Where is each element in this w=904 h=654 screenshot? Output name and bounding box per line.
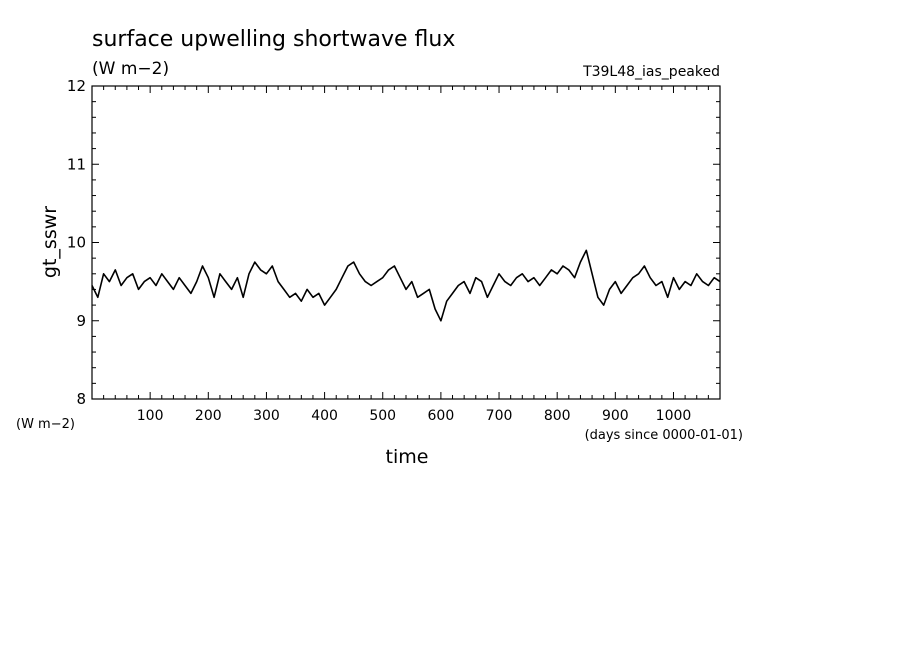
y-axis-units: (W m−2): [16, 417, 75, 432]
x-tick-label: 600: [428, 408, 455, 424]
y-tick-label: 8: [76, 390, 86, 408]
x-tick-label: 100: [137, 408, 164, 424]
y-tick-label: 12: [67, 77, 86, 95]
x-axis-label: time: [386, 446, 429, 468]
series-line: [91, 249, 721, 322]
y-tick-label: 11: [67, 155, 86, 173]
axis-ticks: [92, 86, 720, 399]
x-tick-label: 1000: [656, 408, 692, 424]
y-tick-label: 9: [76, 312, 86, 330]
experiment-label: T39L48_ias_peaked: [582, 64, 720, 80]
x-tick-label: 800: [544, 408, 571, 424]
x-tick-label: 900: [602, 408, 629, 424]
x-tick-label: 500: [369, 408, 396, 424]
y-tick-label: 10: [67, 234, 86, 252]
x-tick-label: 400: [311, 408, 338, 424]
chart-title: surface upwelling shortwave flux: [92, 27, 455, 52]
y-axis-label: gt_sswr: [39, 206, 61, 278]
x-tick-labels: 100 200 300 400 500 600 700 800 900 1000: [137, 408, 692, 424]
x-axis-units: (days since 0000-01-01): [585, 428, 743, 443]
y-tick-labels: 8 9 10 11 12: [67, 77, 86, 408]
title-units: (W m−2): [92, 59, 169, 79]
x-tick-label: 700: [486, 408, 513, 424]
series-layer: [91, 249, 721, 322]
x-tick-label: 200: [195, 408, 222, 424]
x-tick-label: 300: [253, 408, 280, 424]
plot-frame: [91, 85, 721, 400]
